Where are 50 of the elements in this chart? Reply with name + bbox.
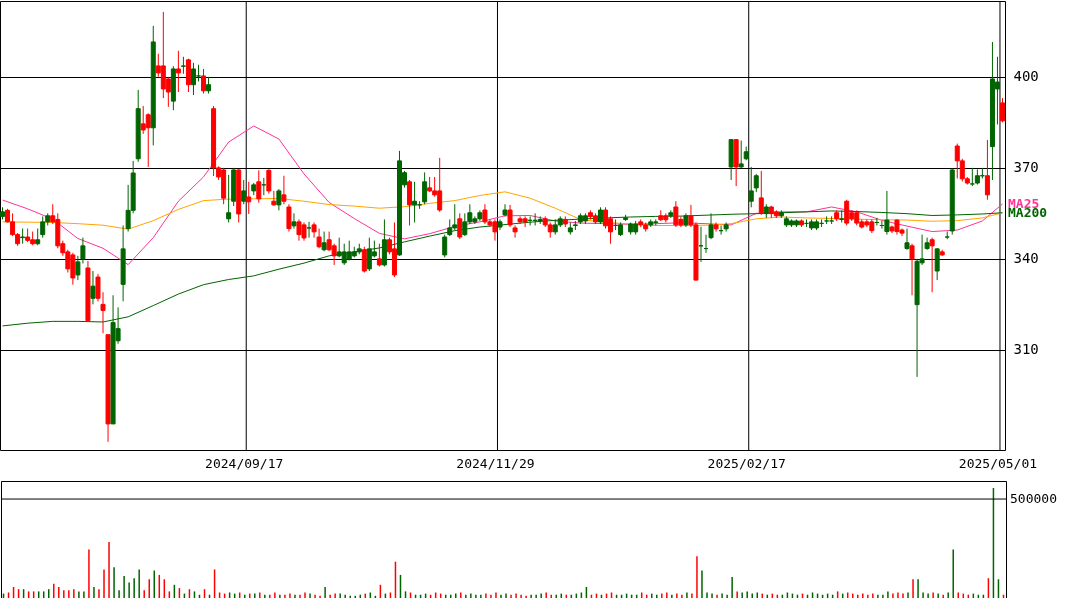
candlestick <box>266 168 272 195</box>
candlestick <box>713 221 719 233</box>
candlestick <box>286 203 292 233</box>
candlestick <box>753 173 759 193</box>
y-tick-label: 370 <box>1013 159 1039 176</box>
candlestick <box>603 206 609 230</box>
candlestick <box>175 50 181 93</box>
candlestick <box>984 139 990 201</box>
candlestick <box>723 221 729 233</box>
x-tick-label: 2025/02/17 <box>707 455 786 471</box>
candlestick <box>256 169 262 204</box>
candlestick <box>738 140 744 169</box>
candlestick <box>281 175 287 205</box>
candlestick <box>904 228 910 251</box>
candlestick <box>758 170 764 216</box>
candlestick <box>999 97 1005 123</box>
candlestick <box>422 171 428 205</box>
candlestick <box>407 179 413 226</box>
candlestick <box>145 112 151 168</box>
candlestick <box>40 215 46 239</box>
candlestick <box>306 221 312 239</box>
candlestick <box>844 199 850 226</box>
y-tick-label: 340 <box>1013 250 1039 267</box>
candlestick <box>190 62 196 96</box>
candlestick <box>929 237 935 293</box>
x-tick-label: 2025/05/01 <box>958 455 1038 471</box>
candlestick <box>673 200 679 228</box>
candlestick <box>276 188 282 211</box>
candlestick <box>241 179 247 205</box>
candlestick <box>934 247 940 281</box>
candlestick <box>482 203 488 225</box>
x-tick-label: 2024/09/17 <box>205 455 284 471</box>
candlestick <box>457 212 463 240</box>
y-tick-label: 400 <box>1013 68 1039 85</box>
candlestick <box>246 181 252 215</box>
candlestick <box>442 234 448 258</box>
candlestick <box>271 190 277 207</box>
candlestick <box>412 181 418 223</box>
y-tick-label: 310 <box>1013 341 1039 358</box>
candlestick <box>321 231 327 252</box>
line-series <box>2 125 1003 266</box>
text: 500000 <box>1010 491 1057 507</box>
candlestick <box>291 212 297 230</box>
candlestick <box>361 246 367 274</box>
candlestick <box>201 68 207 95</box>
x-tick-label: 2024/11/29 <box>456 455 535 471</box>
candlestick <box>909 243 915 296</box>
candlestick <box>226 174 232 223</box>
candlestick <box>90 270 96 305</box>
candlestick <box>748 166 754 208</box>
